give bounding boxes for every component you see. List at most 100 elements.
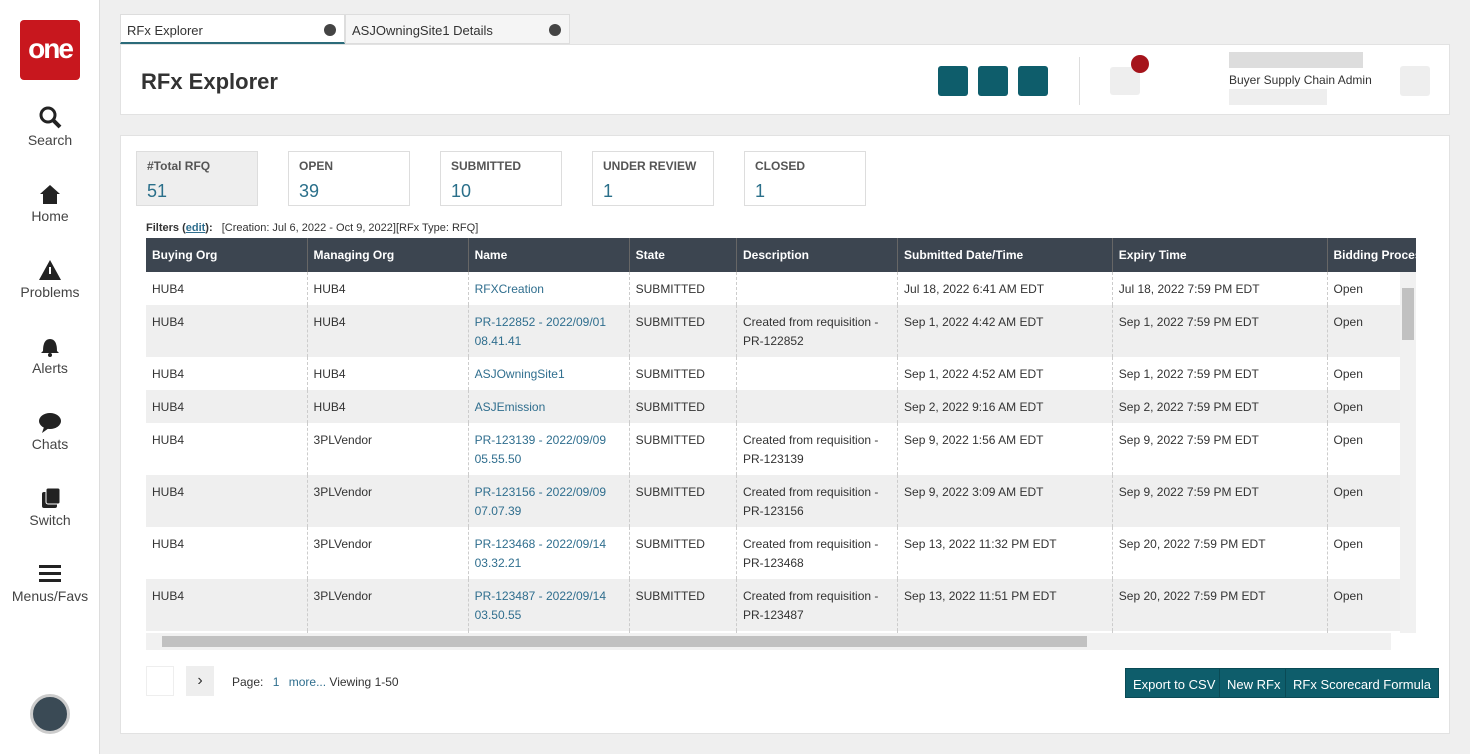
table-row[interactable]: HUB4 HUB4 RFXCreation SUBMITTED Jul 18, 2022… <box>146 272 1416 305</box>
favorite-button[interactable] <box>938 66 968 96</box>
table-cell: Created from requisition - PR-123156 <box>736 475 899 527</box>
table-cell <box>736 390 899 423</box>
content: Filters (edit): [Creation: Jul 6, 2022 -… <box>120 135 1450 734</box>
table-cell <box>897 631 1113 633</box>
table-cell: Sep 1, 2022 7:59 PM EDT <box>1112 305 1328 357</box>
table-cell: SUP6 <box>307 631 469 633</box>
nav-item[interactable]: Chats <box>0 410 100 452</box>
table-cell: Created from requisition - PR-122852 <box>736 305 899 357</box>
user-dropdown[interactable] <box>1400 66 1430 96</box>
column-header: Bidding Process <box>1327 238 1416 272</box>
stat-value: 1 <box>603 181 614 201</box>
stat-label: SUBMITTED <box>451 159 521 173</box>
stat-label: #Total RFQ <box>147 159 211 173</box>
table-row[interactable]: HUB4 3PLVendor PR-123156 - 2022/09/09 07.0… <box>146 475 1416 527</box>
action-button[interactable]: Export to CSV <box>1125 668 1224 698</box>
table-cell <box>736 272 899 305</box>
next-page[interactable]: › <box>186 666 214 696</box>
nav-icon <box>42 487 61 508</box>
tab[interactable]: ASJOwningSite1 Details <box>345 14 570 44</box>
table-cell[interactable]: RFXCreation <box>468 272 630 305</box>
nav-item[interactable]: Menus/Favs <box>0 562 100 604</box>
tab-close[interactable] <box>549 24 561 36</box>
column-header: Managing Org <box>307 238 469 272</box>
nav-label: Problems <box>20 284 80 300</box>
nav-item[interactable]: Problems <box>0 258 100 300</box>
action-button[interactable]: RFx Scorecard Formula <box>1285 668 1439 698</box>
table-row[interactable]: HUB4 HUB4 PR-122852 - 2022/09/01 08.41.41 S… <box>146 305 1416 357</box>
stat-card[interactable]: SUBMITTED 10 <box>440 151 562 206</box>
nav-item[interactable]: Home <box>0 182 100 224</box>
nav-item[interactable]: Search <box>0 106 100 148</box>
table-cell[interactable]: PR-123139 - 2022/09/09 05.55.50 <box>468 423 630 475</box>
header: RFx Explorer Buyer Supply Chain Admin <box>120 44 1450 115</box>
column-header: Name <box>468 238 630 272</box>
nav-icon <box>40 185 60 204</box>
sidebar: one Search Home Problems Alerts Chats Switch M… <box>0 0 100 754</box>
filters-text: [Creation: Jul 6, 2022 - Oct 9, 2022][RF… <box>221 222 479 234</box>
table-cell: Sep 2, 2022 7:59 PM EDT <box>1112 390 1328 423</box>
tab[interactable]: RFx Explorer <box>120 14 345 44</box>
table-cell: HUB4 <box>146 423 308 475</box>
stat-value: 51 <box>147 181 168 201</box>
stat-card[interactable]: CLOSED 1 <box>744 151 866 206</box>
stat-label: OPEN <box>299 159 334 173</box>
table-cell: Sep 1, 2022 4:52 AM EDT <box>897 357 1113 390</box>
table-cell: Sep 1, 2022 7:59 PM EDT <box>1112 357 1328 390</box>
nav-item[interactable]: Alerts <box>0 334 100 376</box>
table-cell[interactable]: PR-123468 - 2022/09/14 03.32.21 <box>468 527 630 579</box>
page-label: Page: <box>232 675 264 689</box>
table-row[interactable]: HUB4 3PLVendor PR-123139 - 2022/09/09 05.5… <box>146 423 1416 475</box>
table-row[interactable]: HUB4 HUB4 ASJOwningSite1 SUBMITTED Sep 1, 20… <box>146 357 1416 390</box>
nav-label: Search <box>27 132 73 148</box>
nav-icon <box>39 260 61 280</box>
table-cell: SUBMITTED <box>629 579 738 631</box>
nav-item[interactable]: Switch <box>0 486 100 528</box>
table-cell: SUBMITTED <box>629 527 738 579</box>
table-row[interactable]: HUB4 3PLVendor PR-123468 - 2022/09/14 03.3… <box>146 527 1416 579</box>
column-header: State <box>629 238 738 272</box>
table-cell: Jul 18, 2022 7:59 PM EDT <box>1112 272 1328 305</box>
stat-card[interactable]: OPEN 39 <box>288 151 410 206</box>
table-row[interactable]: HUB4SUP6RFQ_OPEN Sep 27, 2022 8:00 PM EDT… <box>146 631 1416 633</box>
stat-card[interactable]: UNDER REVIEW 1 <box>592 151 714 206</box>
table-cell: SUBMITTED <box>629 272 738 305</box>
nav-label: Switch <box>29 512 71 528</box>
table-cell: OPEN <box>629 631 738 633</box>
action-button[interactable]: New RFx <box>1219 668 1289 698</box>
table-cell[interactable]: ASJOwningSite1 <box>468 357 630 390</box>
h-scrollbar[interactable] <box>146 633 1391 650</box>
table-cell[interactable]: PR-123487 - 2022/09/14 03.50.55 <box>468 579 630 631</box>
more-pages[interactable]: more... <box>288 675 327 689</box>
close-button[interactable] <box>1018 66 1048 96</box>
nav-label: Menus/Favs <box>11 588 89 604</box>
table-cell: HUB4 <box>146 272 308 305</box>
tab-close[interactable] <box>324 24 336 36</box>
page-number[interactable]: 1 <box>272 675 280 689</box>
filters-suffix: ): <box>205 222 213 234</box>
stat-value: 10 <box>451 181 472 201</box>
table-cell[interactable]: RFQ_ <box>468 631 630 633</box>
column-header: Buying Org <box>146 238 308 272</box>
table-cell[interactable]: PR-123156 - 2022/09/09 07.07.39 <box>468 475 630 527</box>
table-row[interactable]: HUB4 HUB4 ASJEmission SUBMITTED Sep 2, 2022 … <box>146 390 1416 423</box>
prev-page[interactable] <box>146 666 174 696</box>
logo[interactable]: one <box>20 20 80 80</box>
table-cell: SUBMITTED <box>629 423 738 475</box>
stat-card[interactable]: #Total RFQ 51 <box>136 151 258 206</box>
table-cell: Sep 1, 2022 4:42 AM EDT <box>897 305 1113 357</box>
refresh-button[interactable] <box>978 66 1008 96</box>
v-scrollbar[interactable] <box>1400 272 1416 633</box>
column-header: Description <box>736 238 899 272</box>
table-cell: 3PLVendor <box>307 475 469 527</box>
stat-label: CLOSED <box>755 159 806 173</box>
table-row[interactable]: HUB4 3PLVendor PR-123487 - 2022/09/14 03.5… <box>146 579 1416 631</box>
table-cell: Sep 9, 2022 1:56 AM EDT <box>897 423 1113 475</box>
table-cell: HUB4 <box>307 272 469 305</box>
filters-edit[interactable]: edit <box>185 222 206 234</box>
table-cell: SUBMITTED <box>629 305 738 357</box>
table-cell[interactable]: PR-122852 - 2022/09/01 08.41.41 <box>468 305 630 357</box>
avatar[interactable] <box>30 694 70 734</box>
table-cell[interactable]: ASJEmission <box>468 390 630 423</box>
